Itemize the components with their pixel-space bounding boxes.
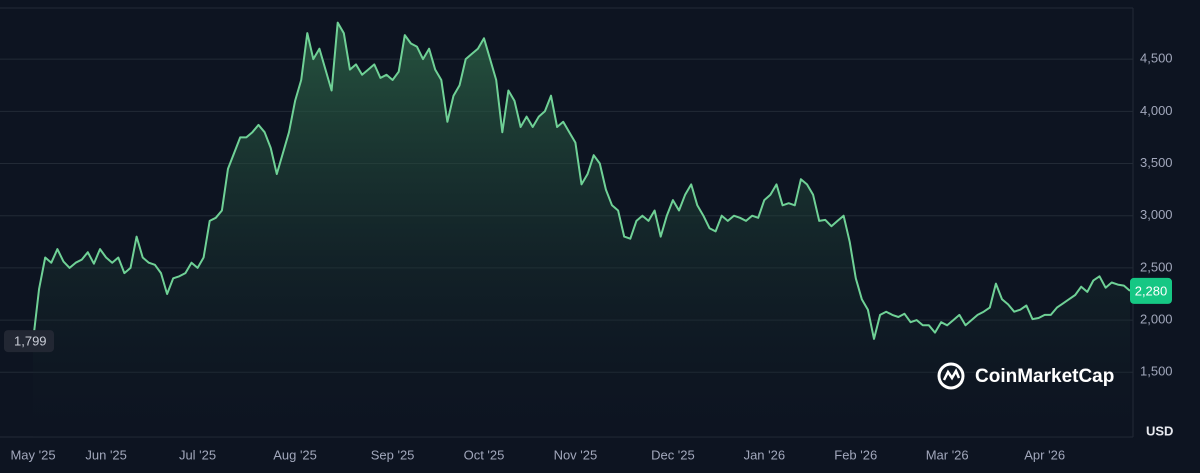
y-tick-label: 1,500 bbox=[1140, 364, 1173, 379]
start-label: 1,799 bbox=[14, 334, 47, 349]
x-tick-label: Jan '26 bbox=[744, 447, 786, 462]
x-tick-label: Jul '25 bbox=[179, 447, 216, 462]
y-tick-label: 2,500 bbox=[1140, 259, 1173, 274]
x-tick-label: Oct '25 bbox=[464, 447, 505, 462]
x-tick-label: Mar '26 bbox=[926, 447, 969, 462]
area-fill bbox=[33, 22, 1130, 437]
plot bbox=[32, 21, 1131, 437]
brand-logo: CoinMarketCap bbox=[937, 362, 1114, 390]
price-label-box bbox=[1130, 277, 1172, 304]
x-tick-label: Sep '25 bbox=[371, 447, 415, 462]
start-label-box bbox=[4, 330, 54, 353]
y-tick-label: 3,500 bbox=[1140, 155, 1173, 170]
logo-icon-mark bbox=[942, 368, 961, 381]
y-tick-label: 3,000 bbox=[1140, 207, 1173, 222]
x-tick-label: Aug '25 bbox=[273, 447, 317, 462]
y-unit: USD bbox=[1146, 423, 1173, 438]
brand-name: CoinMarketCap bbox=[975, 366, 1114, 387]
labels: 1,500 2,000 2,500 3,000 3,500 4,000 4,500 May '… bbox=[4, 51, 1173, 462]
price-label: 2,280 bbox=[1135, 283, 1168, 298]
y-tick-label: 4,500 bbox=[1140, 51, 1173, 66]
y-tick-label: 2,000 bbox=[1140, 312, 1173, 327]
x-tick-label: May '25 bbox=[10, 447, 55, 462]
x-tick-label: Apr '26 bbox=[1024, 447, 1065, 462]
x-tick-label: Jun '25 bbox=[85, 447, 127, 462]
y-tick-label: 4,000 bbox=[1140, 103, 1173, 118]
x-tick-label: Nov '25 bbox=[554, 447, 598, 462]
logo-icon bbox=[937, 362, 965, 390]
x-tick-label: Feb '26 bbox=[834, 447, 877, 462]
price-line bbox=[32, 21, 1131, 342]
x-tick-label: Dec '25 bbox=[651, 447, 695, 462]
